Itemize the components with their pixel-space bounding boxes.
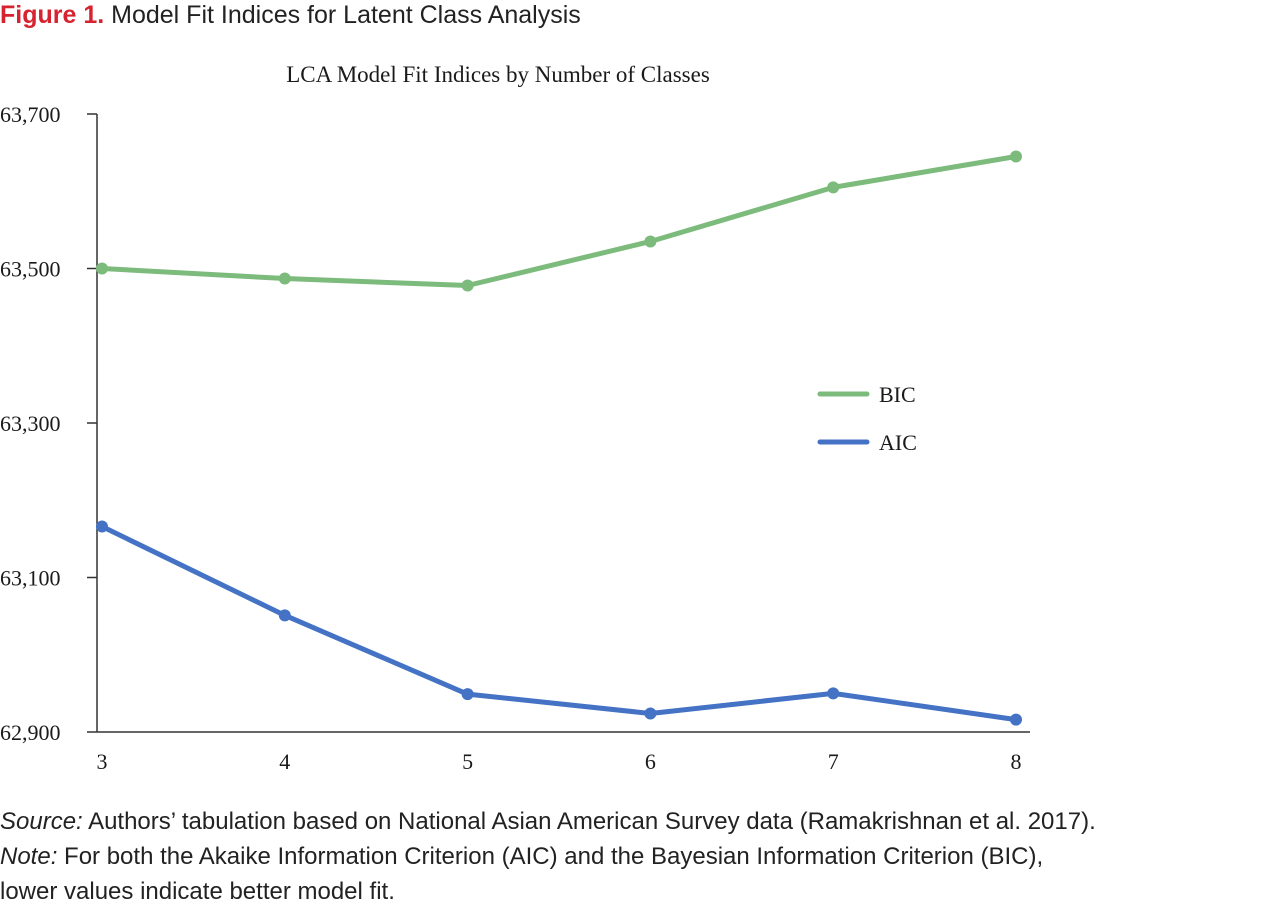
- aic-legend-label: AIC: [879, 430, 917, 455]
- bic-data-point: [278, 272, 291, 285]
- legend: BIC AIC: [817, 382, 917, 455]
- x-tick-label: 6: [645, 749, 656, 774]
- figure-heading: Figure 1. Model Fit Indices for Latent C…: [0, 0, 581, 30]
- x-axis: 3 4 5 6 7 8: [97, 731, 1030, 774]
- note-text-2: lower values indicate better model fit.: [0, 878, 395, 905]
- x-tick-label: 4: [279, 749, 290, 774]
- y-tick-label: 63,300: [0, 411, 61, 436]
- note-line-2: lower values indicate better model fit.: [0, 874, 1096, 909]
- note-label: Note:: [0, 843, 58, 870]
- bic-data-point: [644, 235, 657, 248]
- aic-data-point: [827, 687, 840, 700]
- y-tick-label: 63,700: [0, 102, 61, 127]
- source-label: Source:: [0, 808, 83, 835]
- x-tick-label: 7: [828, 749, 839, 774]
- bic-data-point: [1010, 150, 1022, 163]
- aic-series-line: [99, 524, 1019, 723]
- line-chart: LCA Model Fit Indices by Number of Class…: [0, 62, 1030, 774]
- bic-legend-label: BIC: [879, 382, 916, 407]
- y-axis: 62,900 63,100 63,300 63,500 63,700: [0, 102, 98, 745]
- x-tick-label: 3: [97, 749, 108, 774]
- aic-data-point: [278, 609, 291, 622]
- bic-series-line: [99, 153, 1019, 288]
- y-tick-label: 62,900: [0, 720, 61, 745]
- note-line: Note: For both the Akaike Information Cr…: [0, 839, 1096, 874]
- bic-data-point: [461, 279, 474, 292]
- x-tick-label: 5: [462, 749, 473, 774]
- series-layer: [96, 150, 1022, 726]
- aic-data-point: [1010, 713, 1022, 726]
- figure-title: Model Fit Indices for Latent Class Analy…: [111, 1, 581, 29]
- source-text: Authors’ tabulation based on National As…: [82, 808, 1096, 835]
- figure-label: Figure 1.: [0, 1, 105, 29]
- aic-data-point: [644, 707, 657, 720]
- x-tick-label: 8: [1011, 749, 1022, 774]
- chart-title: LCA Model Fit Indices by Number of Class…: [286, 62, 710, 87]
- bic-data-point: [827, 181, 840, 194]
- note-text-1: For both the Akaike Information Criterio…: [57, 843, 1044, 870]
- figure-notes: Source: Authors’ tabulation based on Nat…: [0, 804, 1096, 909]
- bic-data-point: [96, 262, 108, 275]
- source-line: Source: Authors’ tabulation based on Nat…: [0, 804, 1096, 839]
- aic-data-point: [461, 688, 474, 701]
- aic-data-point: [96, 520, 108, 533]
- y-tick-label: 63,100: [0, 566, 61, 591]
- y-tick-label: 63,500: [0, 257, 61, 282]
